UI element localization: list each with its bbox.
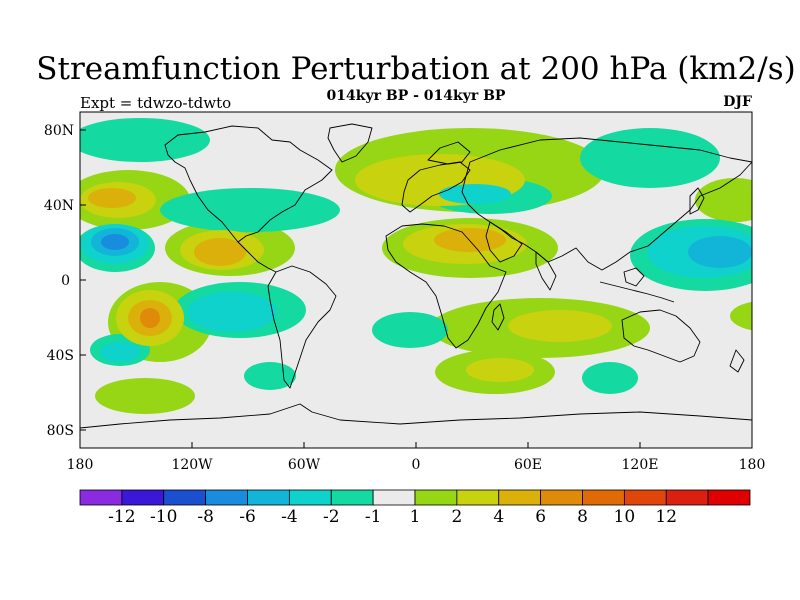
colorbar-label: -10: [150, 507, 177, 527]
coastline-arabia: [485, 221, 523, 263]
coastlines: [80, 123, 752, 429]
contour-region: [372, 312, 448, 348]
contour-region: [88, 188, 136, 208]
colorbar-swatch: [582, 489, 625, 506]
colorbar-label: 8: [577, 507, 588, 527]
lat-labels: 80N 40N 0 40S 80S: [44, 123, 74, 439]
colorbar-label: -6: [239, 507, 256, 527]
coastline-greenland: [327, 123, 373, 163]
coastline-borneo: [623, 267, 645, 287]
colorbar-swatch: [288, 489, 332, 506]
lon-labels: 180 120W 60W 0 60E 120E 180: [67, 457, 766, 473]
experiment-label: Expt = tdwzo-tdwto: [80, 94, 232, 112]
colorbar-label: -12: [108, 507, 135, 527]
contour-region: [466, 358, 534, 382]
colorbar-swatch: [707, 489, 751, 506]
contour-region: [95, 378, 195, 414]
contour-region: [439, 184, 511, 204]
colorbar-swatch: [79, 489, 123, 506]
colorbar-swatch: [247, 489, 290, 506]
season-label: DJF: [723, 94, 752, 110]
colorbar-swatch: [456, 489, 500, 506]
colorbar-swatch: [372, 489, 416, 506]
coastline-europe: [401, 161, 471, 213]
coastline-india: [535, 251, 557, 291]
contour-region: [688, 236, 752, 268]
colorbar-swatch: [205, 489, 248, 506]
coastline-south-america: [267, 265, 337, 389]
colorbar-swatch: [498, 489, 542, 506]
contour-region: [100, 342, 140, 362]
axis-ticks: [79, 129, 753, 448]
contour-region: [730, 301, 752, 331]
colorbar-swatch: [121, 489, 165, 506]
lat-label: 40N: [44, 198, 74, 214]
lon-label: 60W: [288, 457, 321, 473]
colorbar-label: 1: [410, 507, 421, 527]
colorbar-label: -2: [323, 507, 340, 527]
colorbar-label: 10: [614, 507, 636, 527]
colorbar-swatch: [163, 489, 207, 506]
lat-label: 80S: [47, 423, 74, 439]
colorbar-label: 4: [493, 507, 504, 527]
lon-label: 120E: [622, 457, 659, 473]
coastline-japan: [689, 187, 705, 215]
lon-label: 180: [739, 457, 766, 473]
contour-region: [194, 238, 246, 266]
coastline-madagascar: [491, 303, 505, 331]
lat-label: 40S: [47, 348, 74, 364]
colorbar-swatch: [540, 489, 583, 506]
coastline-indonesia: [599, 281, 675, 303]
contour-region: [508, 310, 612, 342]
colorbar-label: 6: [535, 507, 546, 527]
lat-label: 80N: [44, 123, 74, 139]
contour-region: [80, 118, 210, 162]
lon-label: 180: [67, 457, 94, 473]
coastline-north-america: [164, 125, 333, 243]
colorbar-label: 12: [655, 507, 677, 527]
lat-label: 0: [61, 273, 70, 289]
contour-region: [580, 128, 720, 188]
lon-label: 120W: [171, 457, 213, 473]
lon-label: 0: [412, 457, 421, 473]
coastline-new-zealand: [729, 349, 745, 373]
colorbar-label: 2: [451, 507, 462, 527]
contour-region: [187, 292, 277, 332]
contour-region: [582, 362, 638, 394]
contour-region: [434, 228, 506, 252]
coastline-central-america: [237, 241, 277, 273]
colorbar-label: -4: [281, 507, 298, 527]
map-subtitle: 014kyr BP - 014kyr BP: [326, 88, 506, 104]
coastline-australia: [621, 309, 701, 363]
map-title: Streamfunction Perturbation at 200 hPa (…: [36, 51, 796, 87]
positive-band-high: [88, 188, 506, 336]
positive-peak: [140, 308, 160, 328]
negative-peak: [101, 234, 129, 250]
colorbar-label: -8: [197, 507, 214, 527]
coastline-africa: [385, 223, 507, 349]
lon-label: 60E: [514, 457, 542, 473]
colorbar: -12 -10 -8 -6 -4 -2 -1 1 2 4 6 8 10 12: [79, 489, 751, 527]
colorbar-swatch: [665, 489, 709, 506]
coastline-scandinavia: [427, 141, 471, 165]
contour-region: [160, 188, 340, 232]
colorbar-swatch: [623, 489, 667, 506]
contour-fields: [80, 118, 752, 414]
colorbar-swatch: [330, 489, 374, 506]
colorbar-swatch: [414, 489, 458, 506]
coastline-antarctica: [80, 403, 752, 429]
colorbar-label: -1: [365, 507, 382, 527]
contour-region: [695, 178, 752, 222]
